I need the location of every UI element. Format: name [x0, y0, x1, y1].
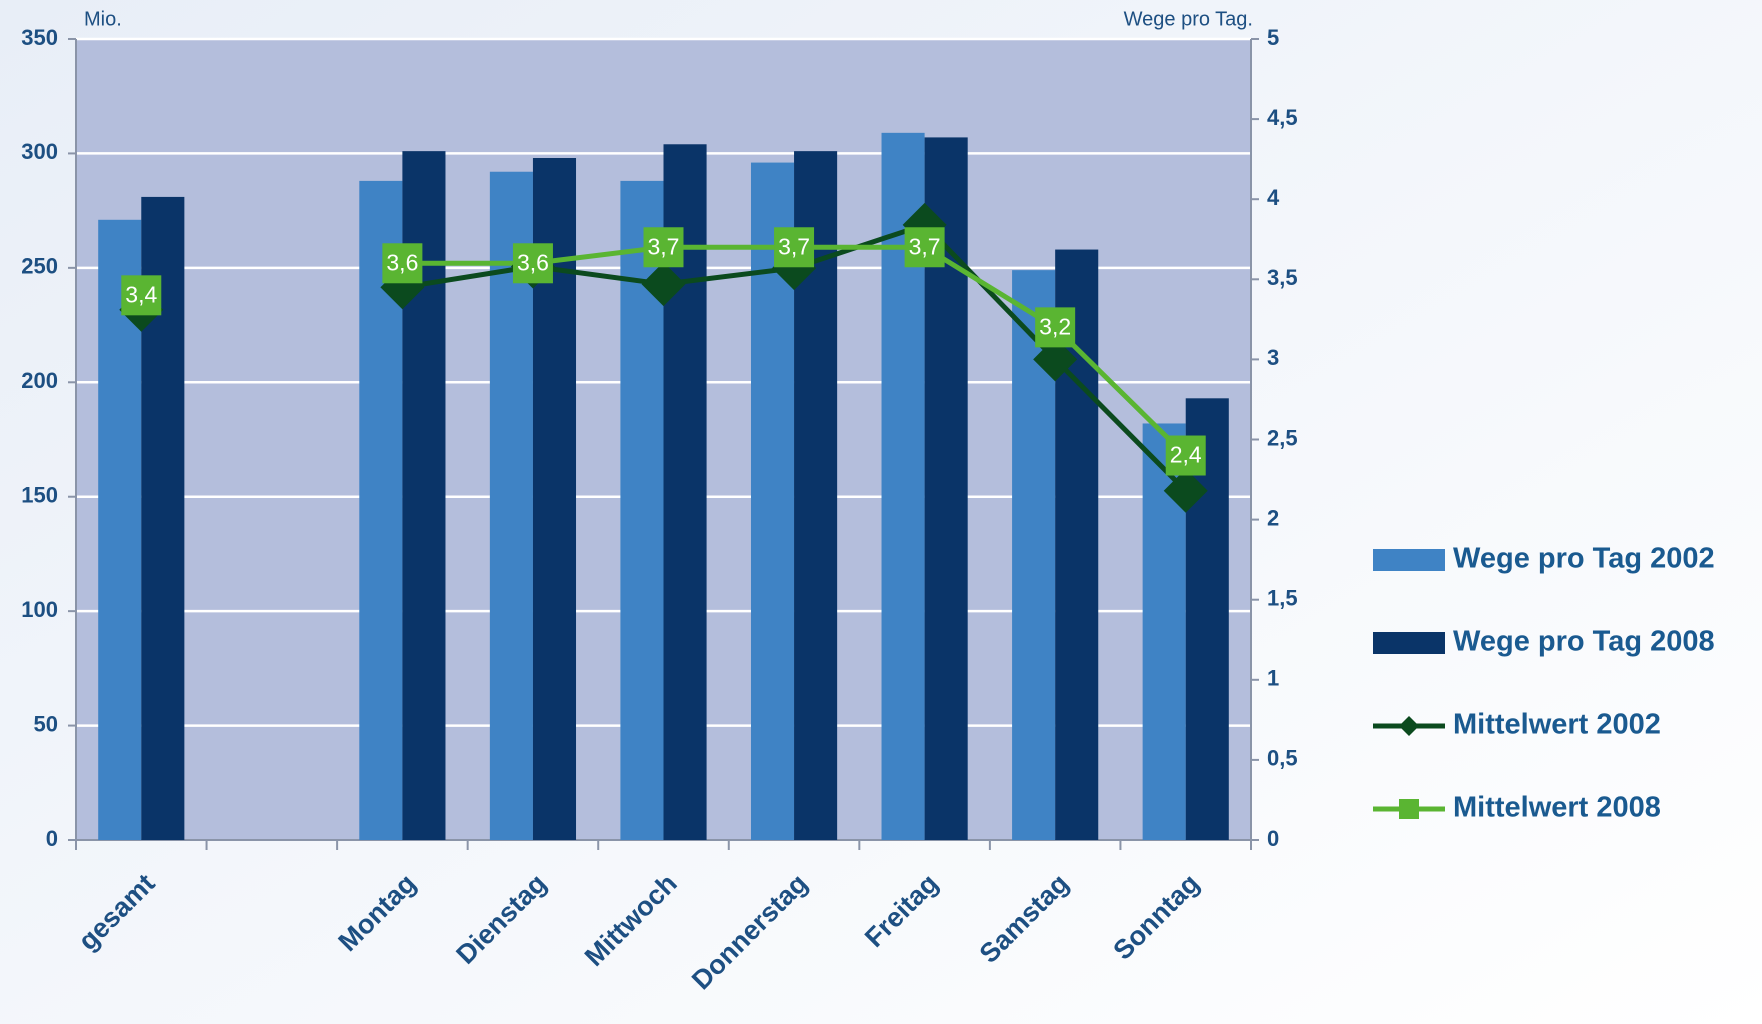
y2-tick-label: 2,5 [1267, 425, 1298, 450]
data-label: 3,7 [778, 233, 810, 259]
y2-tick-label: 1,5 [1267, 586, 1298, 611]
y2-tick-label: 4,5 [1267, 105, 1298, 130]
y-tick-label: 350 [21, 25, 58, 50]
legend-label: Wege pro Tag 2008 [1453, 626, 1715, 658]
legend-swatch [1373, 549, 1445, 571]
data-label: 2,4 [1170, 442, 1202, 468]
y-tick-label: 200 [21, 368, 58, 393]
y-tick-label: 100 [21, 597, 58, 622]
marker [904, 227, 945, 268]
marker [774, 227, 815, 268]
y2-tick-label: 2 [1267, 505, 1279, 530]
y2-tick-label: 0 [1267, 826, 1279, 851]
legend-label: Mittelwert 2008 [1453, 792, 1661, 824]
data-label: 3,7 [648, 233, 680, 259]
data-label: 3,6 [386, 249, 418, 275]
y-tick-label: 50 [34, 711, 58, 736]
marker [641, 262, 686, 307]
y-axis-label: Mio. [84, 8, 122, 30]
legend-label: Wege pro Tag 2002 [1453, 543, 1715, 575]
data-label: 3,6 [517, 249, 549, 275]
marker [1165, 435, 1206, 476]
marker [121, 275, 162, 316]
data-label: 3,7 [909, 233, 941, 259]
y2-axis-label: Wege pro Tag. [1124, 8, 1253, 30]
marker [382, 243, 423, 284]
marker [1035, 307, 1076, 348]
y2-tick-label: 3 [1267, 345, 1279, 370]
marker [1033, 337, 1078, 382]
y2-tick-label: 5 [1267, 25, 1279, 50]
marker [1163, 468, 1208, 513]
legend-label: Mittelwert 2002 [1453, 709, 1661, 741]
legend-swatch [1373, 632, 1445, 654]
y-tick-label: 0 [46, 826, 58, 851]
marker [512, 243, 553, 284]
data-label: 3,4 [125, 281, 157, 307]
y-tick-label: 300 [21, 139, 58, 164]
marker [643, 227, 684, 268]
y2-tick-label: 0,5 [1267, 746, 1298, 771]
y2-tick-label: 3,5 [1267, 265, 1298, 290]
legend-marker [1399, 716, 1419, 736]
legend-marker [1399, 799, 1419, 819]
y-tick-label: 250 [21, 254, 58, 279]
y2-tick-label: 4 [1267, 185, 1280, 210]
data-label: 3,2 [1039, 313, 1071, 339]
y2-tick-label: 1 [1267, 666, 1279, 691]
y-tick-label: 150 [21, 483, 58, 508]
